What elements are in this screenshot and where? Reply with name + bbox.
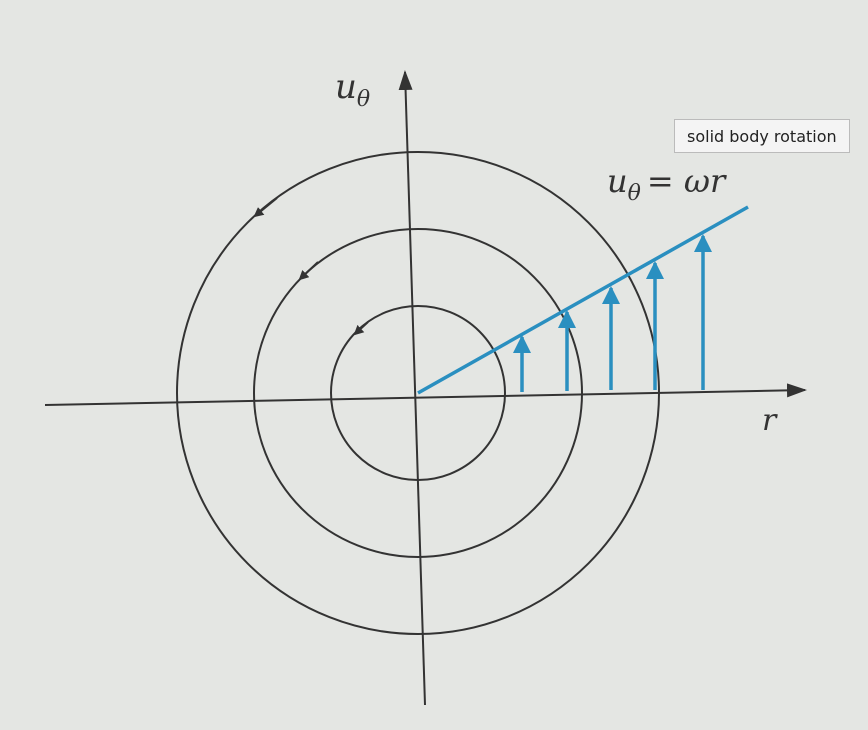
- velocity-line: [417, 205, 749, 395]
- rotation-arrow: [253, 197, 278, 218]
- velocity-profile: [417, 205, 749, 395]
- streamline: [176, 151, 660, 635]
- x-axis-label: r: [762, 403, 778, 438]
- axes: [44, 70, 807, 706]
- rotation-arrow: [353, 321, 369, 336]
- equation: uθ = ωr: [607, 162, 727, 206]
- u-axis: [398, 70, 426, 706]
- y-axis-label: uθ: [335, 67, 370, 112]
- streamline: [330, 305, 506, 481]
- tooltip: solid body rotation: [674, 119, 850, 153]
- r-axis: [44, 383, 807, 406]
- rotation-arrow: [298, 261, 319, 281]
- streamline: [253, 228, 583, 558]
